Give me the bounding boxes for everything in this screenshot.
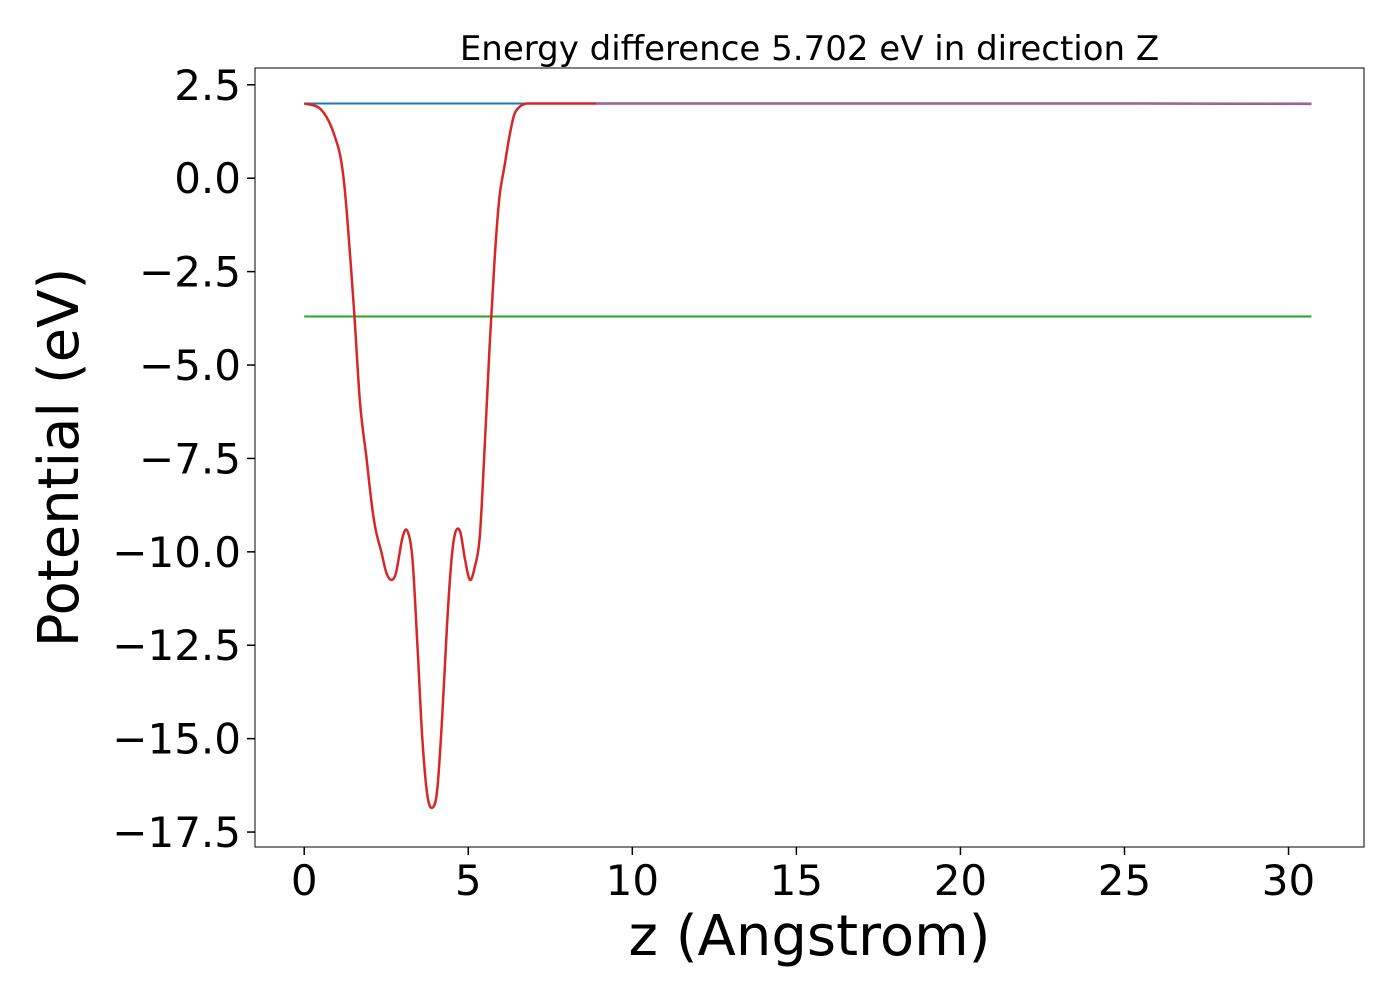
y-axis-label: Potential (eV): [27, 268, 92, 648]
y-tick-label: −7.5: [139, 434, 241, 483]
series-line-3: [303, 102, 1312, 810]
y-axis: 2.5 0.0 −2.5 −5.0 −7.5 −10.0 −12.5 −15.0 −17.5: [112, 61, 255, 857]
x-axis: 0 5 10 15 20 25 30: [291, 847, 1315, 905]
x-axis-label: z (Angstrom): [629, 904, 991, 969]
x-tick-label: 25: [1098, 856, 1151, 905]
y-tick-label: −17.5: [112, 808, 241, 857]
y-tick-label: −15.0: [112, 715, 241, 764]
y-tick-label: −5.0: [139, 341, 241, 390]
x-tick-label: 5: [455, 856, 482, 905]
y-tick-label: −10.0: [112, 528, 241, 577]
series-layer: [303, 102, 1312, 810]
x-tick-label: 20: [934, 856, 987, 905]
x-tick-label: 30: [1262, 856, 1315, 905]
x-tick-label: 10: [606, 856, 659, 905]
chart-title: Energy difference 5.702 eV in direction …: [460, 29, 1159, 69]
y-tick-label: −2.5: [139, 248, 241, 297]
plot-frame: [254, 67, 1365, 848]
x-tick-label: 0: [291, 856, 318, 905]
y-tick-label: 0.0: [174, 154, 241, 203]
y-tick-label: 2.5: [174, 61, 241, 110]
y-tick-label: −12.5: [112, 621, 241, 670]
x-tick-label: 15: [770, 856, 823, 905]
